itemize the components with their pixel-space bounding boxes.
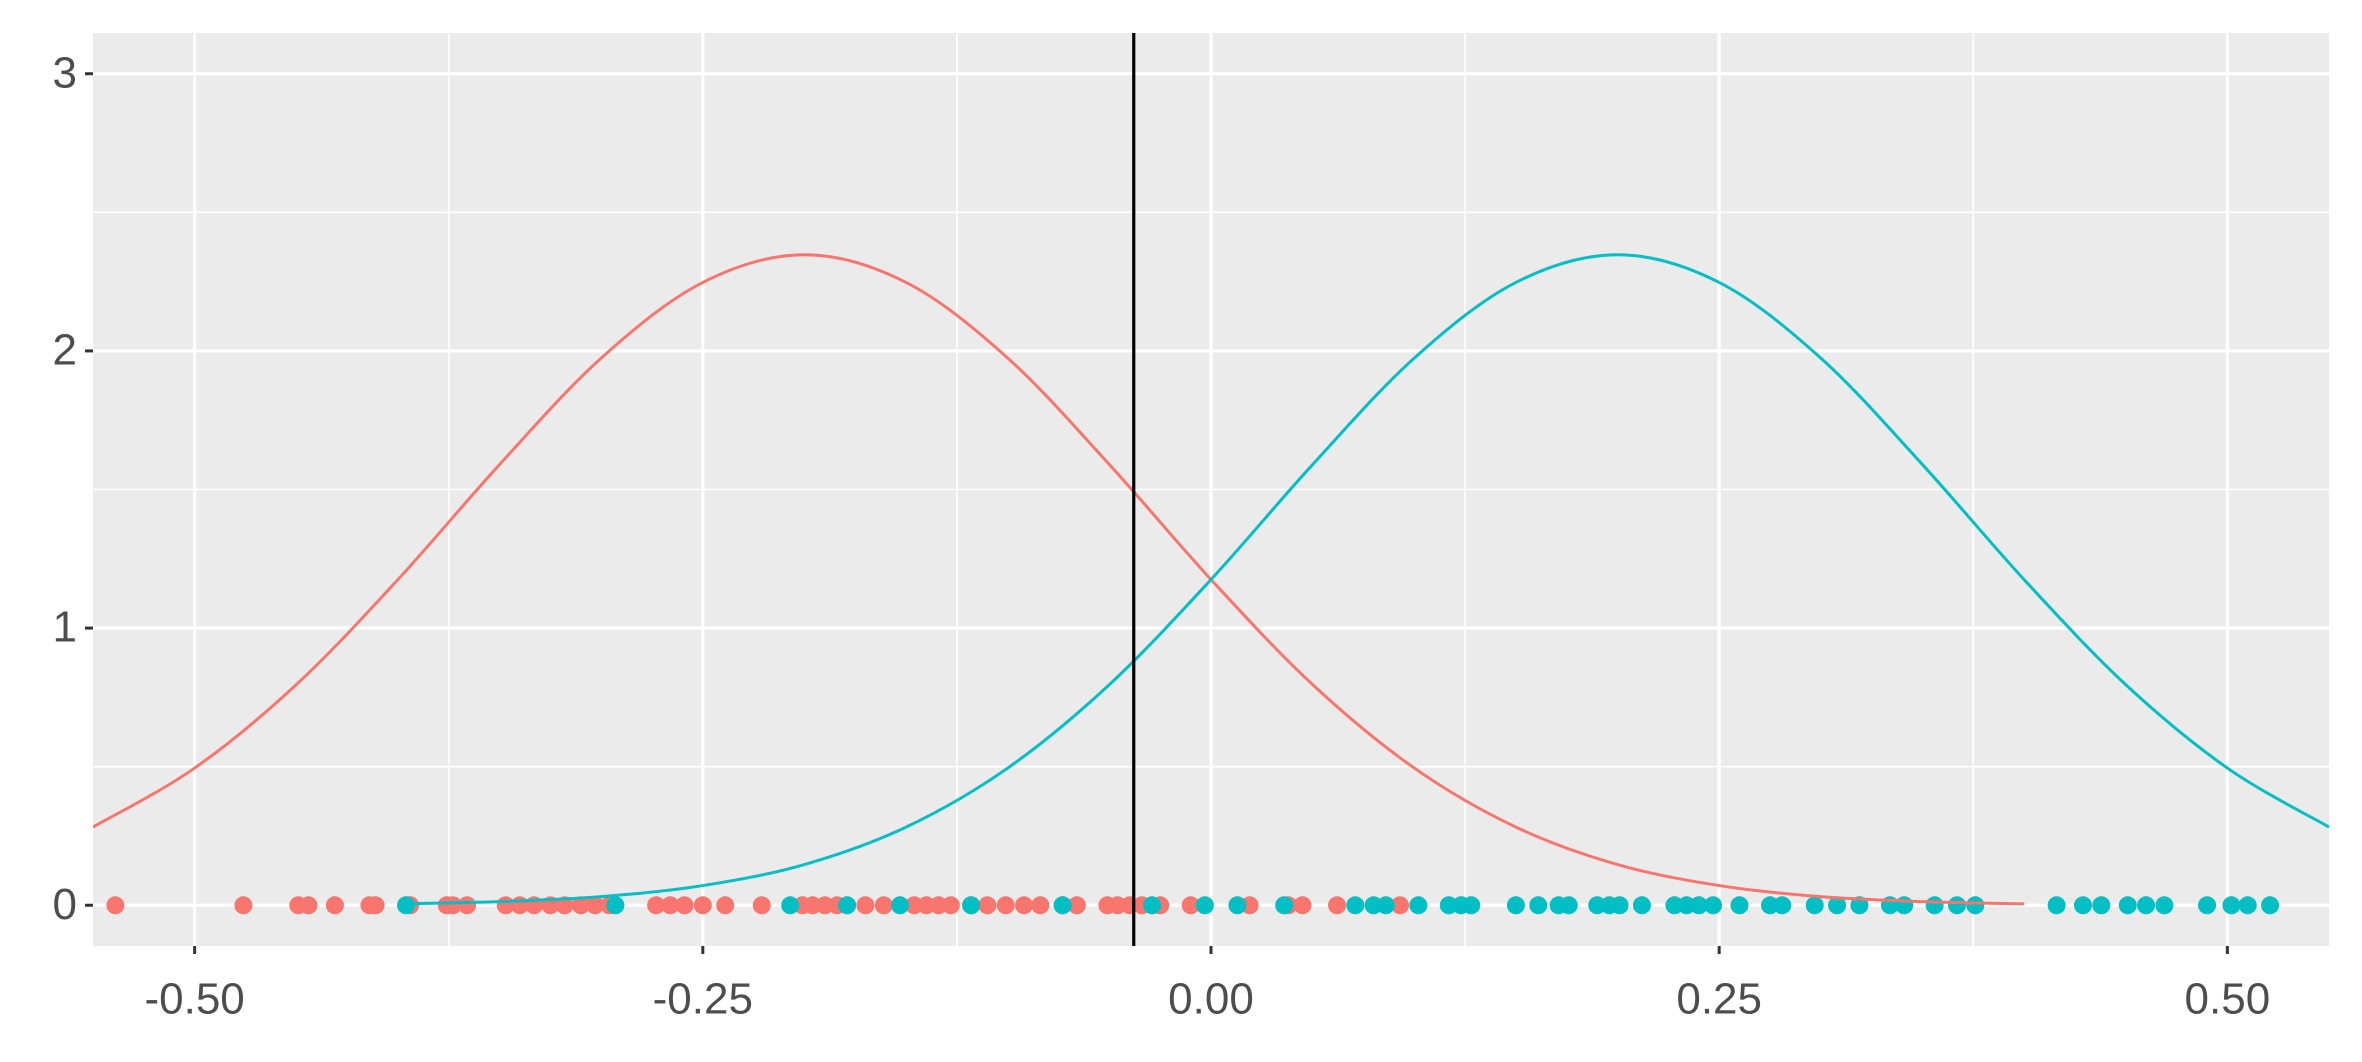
point [1031, 896, 1050, 915]
point [1053, 896, 1072, 915]
point [1828, 896, 1847, 915]
point [2047, 896, 2066, 915]
point [1328, 896, 1347, 915]
point [1228, 896, 1247, 915]
point [1346, 896, 1365, 915]
point [838, 896, 857, 915]
point [443, 896, 462, 915]
x-tick-label: 0.00 [1168, 975, 1254, 1024]
point [996, 896, 1015, 915]
point [1966, 896, 1985, 915]
point [2261, 896, 2280, 915]
point [586, 896, 605, 915]
point [1181, 896, 1200, 915]
point [1462, 896, 1481, 915]
point [716, 896, 735, 915]
x-tick-label: -0.25 [653, 975, 753, 1024]
point [1559, 896, 1578, 915]
point [397, 896, 416, 915]
density-curve [397, 253, 2329, 906]
point [1689, 896, 1708, 915]
point [458, 896, 477, 915]
point [1925, 896, 1944, 915]
y-tick-label: 2 [53, 326, 77, 375]
point [1391, 896, 1410, 915]
point [1895, 896, 1914, 915]
point [1805, 896, 1824, 915]
x-tick-label: -0.50 [144, 975, 244, 1024]
point [661, 896, 680, 915]
point [1275, 896, 1294, 915]
point [962, 896, 981, 915]
point [874, 896, 893, 915]
point [2198, 896, 2217, 915]
y-tick-label: 0 [53, 880, 77, 929]
point [1632, 896, 1651, 915]
point [2137, 896, 2156, 915]
point [2092, 896, 2111, 915]
point [1704, 896, 1723, 915]
point [234, 896, 253, 915]
point [1948, 896, 1967, 915]
point [647, 896, 666, 915]
point [2074, 896, 2093, 915]
point [2222, 896, 2241, 915]
point [1195, 896, 1214, 915]
point [1529, 896, 1548, 915]
marks [93, 33, 2329, 946]
point [752, 896, 771, 915]
point [693, 896, 712, 915]
point [1610, 896, 1629, 915]
axes: 0 1 2 3 -0.50 -0.25 0.00 0.25 0.50 [53, 48, 2271, 1023]
point [1773, 896, 1792, 915]
point [978, 896, 997, 915]
x-tick-label: 0.25 [1676, 975, 1762, 1024]
point [325, 896, 344, 915]
point [856, 896, 875, 915]
point [941, 896, 960, 915]
y-tick-label: 1 [53, 603, 77, 652]
x-tick-label: 0.50 [2185, 975, 2271, 1024]
point [106, 896, 125, 915]
point [2118, 896, 2137, 915]
point [1409, 896, 1428, 915]
point [1143, 896, 1162, 915]
point [555, 896, 574, 915]
point [2238, 896, 2257, 915]
point [1014, 896, 1033, 915]
point [1293, 896, 1312, 915]
point [890, 896, 909, 915]
point [675, 896, 694, 915]
point [1067, 896, 1086, 915]
point [366, 896, 385, 915]
density-curve [93, 253, 2025, 906]
point [1506, 896, 1525, 915]
y-tick-label: 3 [53, 48, 77, 97]
point [571, 896, 590, 915]
point [299, 896, 318, 915]
point [781, 896, 800, 915]
point [606, 896, 625, 915]
point [1376, 896, 1395, 915]
point [1730, 896, 1749, 915]
point [2155, 896, 2174, 915]
